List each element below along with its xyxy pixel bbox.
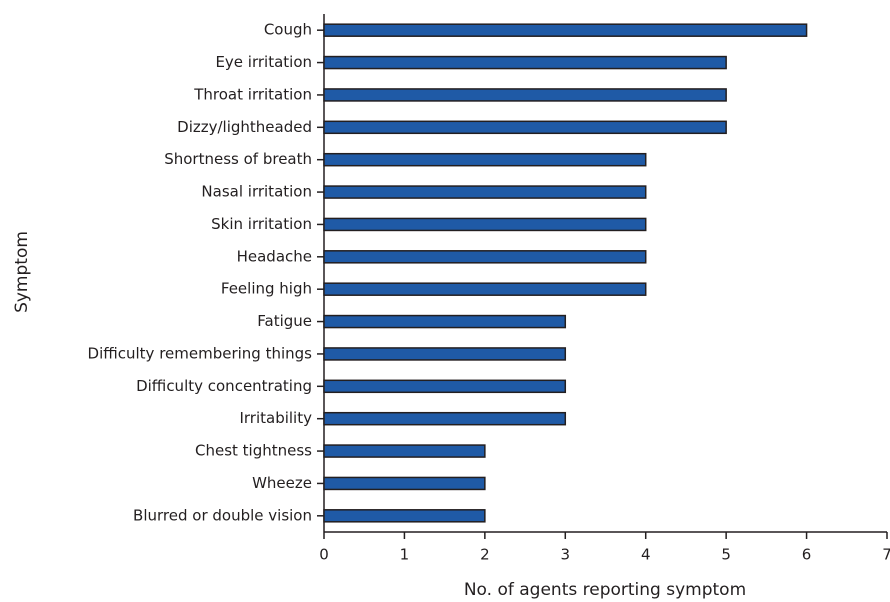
bar: [323, 88, 727, 102]
x-axis-label: No. of agents reporting symptom: [464, 580, 746, 600]
bar: [323, 120, 727, 135]
bar: [323, 444, 486, 458]
bar: [323, 476, 486, 491]
bar: [323, 185, 647, 199]
x-tick-label: 5: [721, 546, 731, 564]
y-tick-label: Chest tightness: [195, 442, 312, 460]
y-tick-label: Shortness of breath: [164, 150, 312, 168]
bar: [323, 347, 567, 361]
y-axis-label: Symptom: [12, 231, 32, 313]
bar: [323, 379, 567, 394]
y-tick-label: Eye irritation: [215, 53, 312, 71]
y-tick-label: Throat irritation: [193, 85, 312, 103]
x-tick-label: 3: [561, 546, 571, 564]
y-tick-label: Fatigue: [257, 312, 312, 330]
x-tick-label: 7: [882, 546, 890, 564]
y-tick-label: Nasal irritation: [201, 183, 312, 201]
x-tick-label: 0: [319, 546, 329, 564]
bar: [323, 250, 647, 264]
bar: [323, 282, 647, 296]
x-tick-label: 4: [641, 546, 651, 564]
y-tick-label: Dizzy/lightheaded: [177, 118, 312, 136]
bar: [323, 152, 647, 167]
bar: [323, 314, 567, 329]
bar: [323, 411, 567, 426]
y-tick-label: Cough: [264, 21, 312, 39]
y-tick-label: Blurred or double vision: [133, 506, 312, 524]
bar: [323, 55, 727, 70]
y-tick-label: Difficulty concentrating: [136, 377, 312, 395]
bar: [323, 217, 647, 232]
y-tick-label: Feeling high: [221, 280, 312, 298]
y-tick-label: Headache: [237, 247, 312, 265]
y-tick-label: Skin irritation: [211, 215, 312, 233]
x-tick-label: 1: [400, 546, 410, 564]
y-tick-label: Irritability: [239, 409, 312, 427]
bar: [323, 509, 486, 523]
x-tick-label: 6: [802, 546, 812, 564]
y-tick-label: Difficulty remembering things: [88, 344, 313, 362]
y-tick-label: Wheeze: [252, 474, 312, 492]
x-tick-label: 2: [480, 546, 490, 564]
bar: [323, 23, 808, 37]
